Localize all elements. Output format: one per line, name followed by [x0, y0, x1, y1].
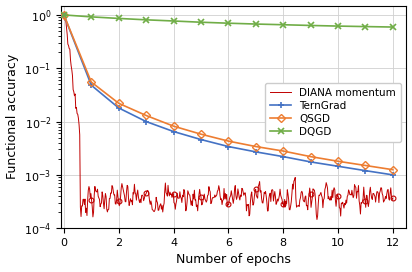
DIANA momentum [314, 218, 319, 221]
Legend: DIANA momentum, TernGrad, QSGD, DQGD: DIANA momentum, TernGrad, QSGD, DQGD [265, 82, 401, 142]
QSGD [390, 168, 395, 171]
TernGrad [253, 150, 258, 153]
TernGrad [116, 106, 121, 110]
DIANA momentum [61, 13, 66, 17]
QSGD [89, 81, 94, 84]
QSGD [171, 125, 176, 128]
TernGrad [281, 155, 286, 158]
DQGD [61, 13, 66, 17]
QSGD [116, 102, 121, 105]
DIANA momentum [239, 187, 244, 190]
DQGD [335, 24, 340, 28]
DQGD [171, 19, 176, 23]
TernGrad [61, 13, 66, 17]
DQGD [144, 18, 149, 21]
TernGrad [171, 130, 176, 133]
DQGD [390, 25, 395, 29]
DQGD [116, 17, 121, 20]
X-axis label: Number of epochs: Number of epochs [176, 254, 291, 267]
QSGD [335, 160, 340, 163]
DIANA momentum [390, 197, 395, 200]
Line: TernGrad: TernGrad [61, 11, 396, 178]
TernGrad [144, 120, 149, 123]
DQGD [308, 24, 313, 27]
QSGD [363, 164, 368, 167]
QSGD [253, 145, 258, 148]
QSGD [308, 155, 313, 158]
DIANA momentum [220, 203, 225, 206]
QSGD [281, 149, 286, 153]
DQGD [253, 22, 258, 26]
TernGrad [199, 138, 204, 141]
DIANA momentum [332, 186, 337, 189]
QSGD [199, 132, 204, 136]
Y-axis label: Functional accuracy: Functional accuracy [5, 54, 19, 180]
DIANA momentum [257, 180, 262, 183]
Line: QSGD: QSGD [61, 12, 396, 172]
QSGD [61, 13, 66, 17]
TernGrad [335, 165, 340, 168]
DQGD [226, 21, 231, 25]
Line: DQGD: DQGD [61, 11, 396, 30]
TernGrad [89, 84, 94, 87]
DQGD [281, 23, 286, 26]
DQGD [89, 15, 94, 18]
TernGrad [390, 173, 395, 177]
DIANA momentum [383, 195, 388, 198]
TernGrad [226, 145, 231, 148]
TernGrad [363, 169, 368, 172]
QSGD [144, 114, 149, 117]
DQGD [199, 21, 204, 24]
Line: DIANA momentum: DIANA momentum [64, 15, 393, 220]
TernGrad [308, 160, 313, 163]
DIANA momentum [218, 194, 222, 198]
QSGD [226, 140, 231, 143]
DQGD [363, 25, 368, 28]
